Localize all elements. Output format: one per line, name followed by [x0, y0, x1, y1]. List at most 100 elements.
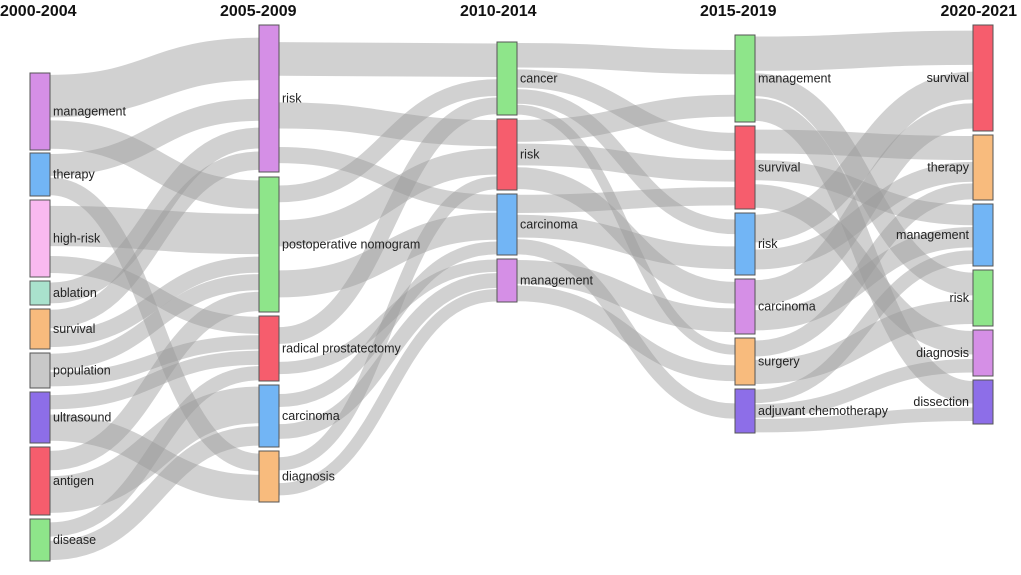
link-p4-management-to-p5-risk: [754, 73, 974, 296]
link-p3-carcinoma-to-p4-adjuvant-chemotherapy: [516, 239, 736, 419]
node-p5-diagnosis: diagnosis: [916, 329, 994, 377]
node-bar-p1-population: [29, 352, 51, 389]
link-p4-management-to-p5-survival: [754, 30, 974, 71]
link-p4-risk-to-p5-therapy: [754, 161, 974, 270]
node-p5-dissection: dissection: [913, 379, 994, 425]
node-label-p1-management: management: [53, 105, 126, 119]
node-p2-carcinoma: carcinoma: [258, 384, 340, 448]
link-p3-cancer-to-p4-management: [516, 43, 736, 75]
node-bar-p5-survival: [972, 24, 994, 132]
link-p3-risk-to-p4-survival: [516, 143, 736, 182]
link-p2-risk-to-p3-risk: [278, 102, 498, 147]
node-p1-management: management: [29, 72, 126, 151]
node-p3-management: management: [496, 258, 593, 303]
node-p1-ablation: ablation: [29, 280, 97, 306]
node-label-p5-management: management: [896, 228, 969, 242]
node-p2-diagnosis: diagnosis: [258, 450, 335, 503]
link-p3-cancer-to-p4-risk: [516, 89, 736, 235]
node-label-p3-carcinoma: carcinoma: [520, 218, 578, 232]
node-label-p4-surgery: surgery: [758, 355, 800, 369]
node-bar-p2-risk: [258, 24, 280, 173]
node-p5-management: management: [896, 203, 994, 267]
link-p4-surgery-to-p5-therapy: [754, 183, 974, 357]
node-label-p1-ablation: ablation: [53, 286, 97, 300]
link-p4-management-to-p5-dissection: [754, 98, 974, 404]
link-p1-ultrasound-to-p2-diagnosis: [49, 414, 260, 501]
link-p3-management-to-p4-surgery: [516, 285, 736, 382]
node-bar-p5-risk: [972, 269, 994, 327]
link-p1-population-to-p2-postoperative-nomogram: [49, 274, 260, 370]
node-p1-ultrasound: ultrasound: [29, 391, 111, 444]
node-bar-p4-risk: [734, 212, 756, 276]
link-p4-carcinoma-to-p5-survival: [754, 103, 974, 306]
link-p4-adjuvant-chemotherapy-to-p5-management: [754, 250, 974, 404]
node-label-p1-survival: survival: [53, 322, 95, 336]
node-bar-p1-ablation: [29, 280, 51, 306]
node-bar-p1-therapy: [29, 152, 51, 197]
node-bar-p2-radical-prostatectomy: [258, 315, 280, 382]
link-p1-ablation-to-p2-risk: [49, 127, 260, 304]
node-label-p3-cancer: cancer: [520, 72, 558, 86]
node-p3-cancer: cancer: [496, 41, 558, 116]
node-label-p5-risk: risk: [950, 291, 970, 305]
node-p4-carcinoma: carcinoma: [734, 278, 816, 335]
link-p1-therapy-to-p2-diagnosis: [49, 177, 260, 472]
node-p1-therapy: therapy: [29, 152, 95, 197]
node-label-p4-carcinoma: carcinoma: [758, 300, 816, 314]
node-bar-p4-adjuvant-chemotherapy: [734, 388, 756, 434]
links-layer: [49, 30, 974, 561]
node-label-p3-management: management: [520, 274, 593, 288]
node-bar-p2-postoperative-nomogram: [258, 176, 280, 313]
node-p3-carcinoma: carcinoma: [496, 193, 578, 256]
link-p2-postoperative-nomogram-to-p3-risk: [278, 148, 498, 247]
link-p4-survival-to-p5-management: [754, 159, 974, 226]
node-p5-risk: risk: [950, 269, 994, 327]
link-p4-survival-to-p5-diagnosis: [754, 184, 974, 355]
link-p2-risk-to-p3-cancer: [278, 42, 498, 78]
period-header-2015-2019: 2015-2019: [700, 3, 777, 20]
link-p4-risk-to-p5-survival: [754, 71, 974, 243]
node-label-p4-management: management: [758, 72, 831, 86]
node-label-p4-risk: risk: [758, 237, 778, 251]
node-bar-p5-therapy: [972, 134, 994, 201]
nodes-layer: management therapy high-risk ablation surviv…: [29, 24, 994, 562]
node-label-p2-postoperative-nomogram: postoperative nomogram: [282, 238, 420, 252]
node-label-p4-adjuvant-chemotherapy: adjuvant chemotherapy: [758, 404, 889, 418]
node-p4-survival: survival: [734, 125, 800, 210]
link-p1-population-to-p2-radical-prostatectomy: [49, 335, 260, 387]
node-bar-p3-cancer: [496, 41, 518, 116]
link-p2-carcinoma-to-p3-management: [278, 273, 498, 439]
link-p3-risk-to-p4-carcinoma: [516, 167, 736, 304]
node-p2-postoperative-nomogram: postoperative nomogram: [258, 176, 420, 313]
period-headers: 2000-2004 2005-2009 2010-2014 2015-2019 …: [0, 3, 1017, 20]
node-bar-p3-carcinoma: [496, 193, 518, 256]
link-p1-disease-to-p2-carcinoma: [49, 426, 260, 561]
node-bar-p3-risk: [496, 118, 518, 191]
node-bar-p1-survival: [29, 308, 51, 350]
link-p1-survival-to-p2-postoperative-nomogram: [49, 256, 260, 348]
link-p1-high-risk-to-p2-postoperative-nomogram: [49, 205, 260, 255]
node-p2-risk: risk: [258, 24, 302, 173]
node-p4-surgery: surgery: [734, 337, 800, 386]
node-bar-p1-disease: [29, 518, 51, 562]
link-p4-adjuvant-chemotherapy-to-p5-dissection: [754, 407, 974, 433]
node-label-p1-antigen: antigen: [53, 474, 94, 488]
link-p1-ultrasound-to-p2-radical-prostatectomy: [49, 350, 260, 410]
link-p2-risk-to-p3-carcinoma: [278, 146, 498, 211]
link-p1-disease-to-p2-radical-prostatectomy: [49, 366, 260, 537]
node-label-p2-carcinoma: carcinoma: [282, 409, 340, 423]
node-label-p1-disease: disease: [53, 533, 96, 547]
node-bar-p3-management: [496, 258, 518, 303]
node-bar-p4-carcinoma: [734, 278, 756, 335]
link-p2-diagnosis-to-p3-management: [278, 289, 498, 496]
link-p4-adjuvant-chemotherapy-to-p5-diagnosis: [754, 359, 974, 418]
node-label-p1-population: population: [53, 364, 111, 378]
node-label-p3-risk: risk: [520, 148, 540, 162]
link-p3-cancer-to-p4-survival: [516, 69, 736, 152]
node-bar-p4-survival: [734, 125, 756, 210]
node-p1-high-risk: high-risk: [29, 199, 101, 278]
node-p4-management: management: [734, 34, 831, 123]
node-label-p5-dissection: dissection: [913, 395, 969, 409]
link-p3-carcinoma-to-p4-survival: [516, 187, 736, 213]
link-p1-antigen-to-p2-carcinoma: [49, 386, 260, 513]
